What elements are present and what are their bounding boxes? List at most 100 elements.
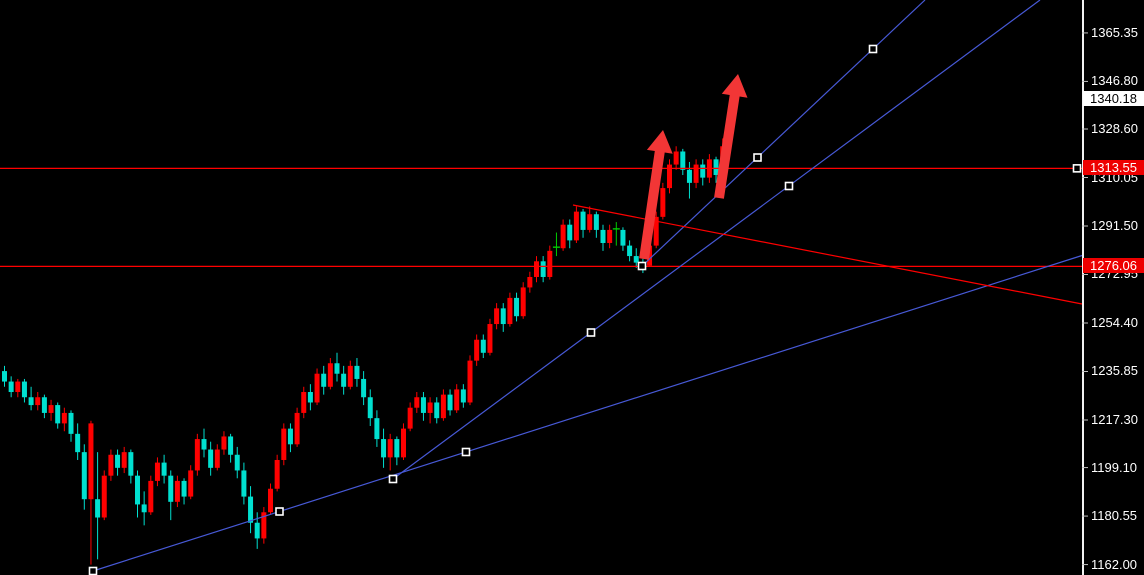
axis-price-label: 1365.35 — [1091, 24, 1138, 40]
candle-body — [500, 308, 506, 325]
candle-body — [161, 462, 167, 476]
candle-body — [2, 371, 7, 382]
candle-body — [607, 229, 613, 243]
candle-body — [48, 405, 54, 413]
candle-body — [401, 428, 406, 458]
candle-body — [41, 397, 47, 413]
up-arrow-2[interactable] — [714, 74, 748, 199]
candle-body — [307, 392, 313, 403]
candle-body — [460, 389, 466, 403]
candle-body — [268, 488, 273, 513]
candle-body — [347, 365, 353, 387]
candle-body — [394, 439, 400, 458]
candle-body — [627, 245, 633, 257]
candle-body — [560, 224, 566, 249]
axis-price-label: 1291.50 — [1091, 218, 1138, 233]
candle-body — [334, 363, 340, 374]
candle-body — [108, 454, 114, 476]
candle-body — [327, 363, 333, 387]
candle-body — [95, 499, 101, 518]
candle-body — [686, 169, 692, 183]
axis-price-label: 1217.30 — [1091, 411, 1138, 427]
candle-body — [208, 449, 214, 468]
candle-body — [68, 412, 74, 434]
candle-body — [381, 439, 387, 458]
candle-body — [427, 402, 433, 413]
descending-resistance-trendline[interactable] — [572, 204, 1083, 305]
candle-body — [261, 512, 267, 539]
hline-anchor-marker[interactable] — [1072, 164, 1082, 173]
candle-body — [75, 433, 81, 453]
candle-body — [374, 418, 380, 440]
candle-body — [221, 436, 227, 450]
candle-body — [154, 462, 160, 481]
trendline-anchor-marker[interactable] — [461, 447, 471, 457]
candle-body — [248, 496, 254, 523]
trendline-anchor-marker[interactable] — [784, 181, 794, 191]
candle-body — [507, 297, 513, 325]
candle-body — [181, 480, 187, 497]
steep-breakout-trendline[interactable] — [641, 0, 926, 267]
trendline-anchor-marker[interactable] — [275, 507, 284, 516]
candle-body — [514, 297, 520, 317]
trendline-anchor-marker[interactable] — [88, 566, 98, 575]
candle-body — [141, 504, 147, 513]
trendline-anchor-marker[interactable] — [637, 261, 647, 271]
candle-body — [633, 256, 639, 263]
candle-body — [620, 229, 626, 246]
candle-body — [414, 397, 420, 408]
trendline-anchor-marker[interactable] — [586, 328, 596, 337]
candle-body — [660, 188, 666, 217]
candle-body — [407, 407, 413, 429]
candle-body — [667, 164, 672, 189]
axis-price-label: 1180.55 — [1091, 508, 1138, 524]
candle-body — [420, 397, 426, 413]
candle-body — [454, 389, 460, 411]
hline-price-badge-lower: 1276.06 — [1083, 258, 1144, 274]
candle-body — [367, 397, 373, 419]
middle-channel-trendline[interactable] — [392, 0, 1041, 480]
trendline-anchor-marker[interactable] — [388, 474, 398, 484]
candle-body — [194, 439, 200, 471]
candle-body — [61, 412, 67, 424]
candle-body — [593, 214, 599, 230]
candle-body — [81, 452, 87, 500]
trendline-anchor-marker[interactable] — [753, 153, 762, 162]
candle-body — [301, 392, 307, 413]
candle-body — [440, 394, 446, 419]
candle-body — [434, 402, 440, 419]
up-arrow-1[interactable] — [639, 130, 673, 260]
candle-body — [281, 428, 287, 460]
candle-body — [387, 439, 393, 458]
lower-support-trendline[interactable] — [92, 254, 1083, 572]
candle-body — [28, 397, 34, 406]
axis-price-label: 1162.00 — [1091, 556, 1138, 572]
candle-body — [487, 324, 493, 353]
candle-body — [241, 470, 247, 497]
candle-body — [188, 470, 194, 497]
candle-body — [135, 475, 140, 505]
candle-body — [587, 214, 593, 230]
candle-body — [88, 423, 94, 500]
candle-body — [527, 276, 533, 288]
candle-body — [174, 480, 180, 502]
candle-body — [580, 211, 586, 230]
axis-price-label: 1199.10 — [1091, 459, 1138, 475]
candle-body — [573, 211, 579, 241]
candle-body — [321, 373, 327, 387]
axis-price-label: 1254.40 — [1091, 314, 1138, 330]
candle-body — [128, 452, 134, 476]
candle-body — [600, 229, 606, 243]
candle-body — [101, 475, 107, 518]
candle-body — [21, 381, 27, 398]
candle-body — [254, 522, 260, 539]
candle-body — [540, 261, 546, 277]
candle-body — [520, 287, 526, 317]
candle-body — [447, 394, 453, 411]
candle-body — [361, 378, 367, 398]
trendline-anchor-marker[interactable] — [868, 44, 878, 54]
candle-body — [673, 151, 679, 165]
candle-body — [294, 412, 300, 445]
